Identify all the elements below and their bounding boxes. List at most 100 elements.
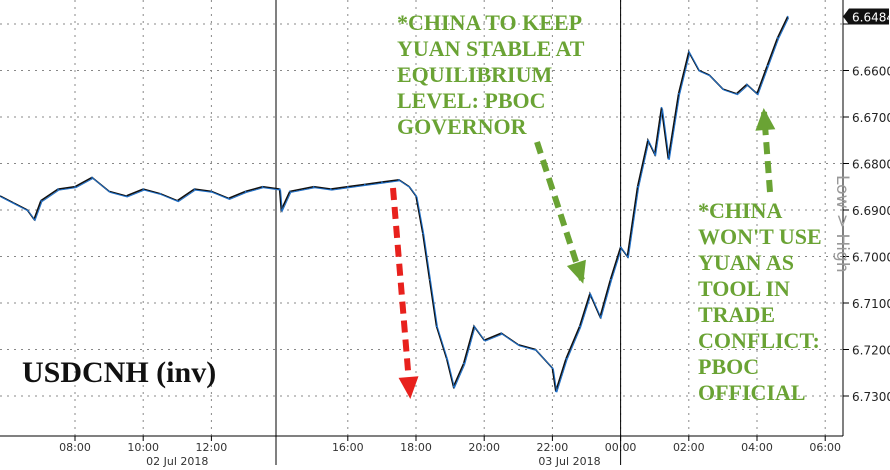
data-point bbox=[445, 358, 448, 360]
data-point bbox=[415, 195, 417, 197]
data-point bbox=[745, 83, 748, 86]
last-value-badge bbox=[843, 8, 889, 25]
data-point bbox=[278, 188, 281, 190]
data-point bbox=[688, 51, 690, 53]
data-point bbox=[578, 325, 581, 328]
data-point bbox=[462, 362, 465, 365]
date-label: 02 Jul 2018 bbox=[146, 455, 208, 468]
chart-title: USDCNH (inv) bbox=[22, 356, 217, 389]
data-point bbox=[347, 185, 349, 188]
data-point bbox=[57, 188, 59, 190]
data-point bbox=[280, 209, 283, 211]
data-point bbox=[428, 278, 431, 281]
price-line-dark bbox=[0, 16, 789, 392]
data-point bbox=[766, 65, 769, 67]
data-point bbox=[517, 344, 520, 346]
x-tick-label: 12:00 bbox=[196, 441, 228, 454]
red-arrow-head bbox=[398, 376, 419, 399]
data-point bbox=[408, 185, 410, 188]
data-point bbox=[435, 325, 438, 328]
data-point bbox=[40, 199, 42, 202]
data-point bbox=[619, 246, 622, 248]
data-point bbox=[708, 74, 711, 76]
x-tick-label: 04:00 bbox=[741, 441, 773, 454]
green-arrow-official-head bbox=[755, 108, 776, 131]
data-point bbox=[381, 181, 383, 183]
x-tick-label: 06:00 bbox=[809, 441, 841, 454]
data-point bbox=[452, 385, 455, 388]
annotation-pboc-governor: *CHINA TO KEEP YUAN STABLE AT EQUILIBRIU… bbox=[397, 10, 585, 139]
data-point bbox=[647, 139, 649, 142]
data-point bbox=[636, 185, 639, 188]
data-point bbox=[735, 92, 738, 95]
y-axis-label: Low > High bbox=[832, 175, 852, 273]
data-point bbox=[722, 88, 724, 90]
data-point bbox=[555, 390, 557, 393]
y-tick-label: 6.6700 bbox=[852, 111, 890, 125]
data-point bbox=[422, 232, 424, 235]
data-point bbox=[108, 190, 110, 193]
green-arrow-governor-head bbox=[566, 259, 586, 284]
x-tick-label: 22:00 bbox=[537, 441, 569, 454]
data-point bbox=[125, 195, 127, 197]
data-point bbox=[677, 92, 680, 95]
data-point bbox=[565, 358, 567, 360]
data-point bbox=[176, 199, 179, 202]
data-point bbox=[483, 339, 486, 342]
x-tick-label: 02:00 bbox=[673, 441, 705, 454]
y-tick-label: 6.7100 bbox=[852, 297, 890, 311]
data-point bbox=[660, 106, 663, 109]
data-point bbox=[261, 185, 264, 188]
data-point bbox=[142, 188, 144, 190]
data-point bbox=[473, 325, 475, 328]
data-point bbox=[312, 185, 315, 188]
data-point bbox=[776, 37, 779, 39]
y-tick-label: 6.6800 bbox=[852, 158, 890, 172]
data-point bbox=[244, 190, 247, 193]
y-tick-label: 6.7300 bbox=[852, 390, 890, 404]
x-tick-label: 10:00 bbox=[127, 441, 159, 454]
data-point bbox=[159, 192, 162, 195]
x-tick-label: 08:00 bbox=[59, 441, 91, 454]
y-tick-label: 6.6600 bbox=[852, 65, 890, 79]
annotation-pboc-official: *CHINA WON'T USE YUAN AS TOOL IN TRADE C… bbox=[698, 198, 822, 405]
data-point bbox=[74, 185, 76, 188]
x-tick-label: 20:00 bbox=[468, 441, 500, 454]
data-point bbox=[33, 218, 35, 221]
price-line bbox=[0, 17, 790, 393]
data-point bbox=[364, 183, 366, 186]
data-point bbox=[589, 292, 591, 295]
last-value-label: 6.6484 bbox=[852, 11, 890, 25]
data-point bbox=[786, 15, 789, 18]
data-point bbox=[0, 195, 1, 197]
red-arrow bbox=[390, 187, 413, 396]
data-point bbox=[26, 209, 29, 211]
data-point bbox=[398, 178, 400, 181]
data-point bbox=[609, 278, 612, 281]
data-point bbox=[756, 92, 758, 95]
data-point bbox=[599, 316, 601, 318]
data-point bbox=[210, 190, 213, 193]
y-tick-label: 6.6900 bbox=[852, 204, 890, 218]
x-tick-label: 16:00 bbox=[332, 441, 364, 454]
data-point bbox=[551, 367, 554, 369]
data-point bbox=[227, 197, 230, 200]
data-point bbox=[626, 255, 629, 258]
data-point bbox=[12, 202, 15, 204]
data-point bbox=[289, 190, 291, 193]
data-point bbox=[91, 176, 93, 179]
data-point bbox=[653, 153, 656, 155]
data-point bbox=[667, 158, 670, 160]
y-tick-label: 6.7200 bbox=[852, 344, 890, 358]
data-point bbox=[329, 188, 332, 190]
data-point bbox=[534, 348, 537, 351]
y-tick-label: 6.7000 bbox=[852, 251, 890, 265]
date-label: 03 Jul 2018 bbox=[538, 455, 600, 468]
green-arrow-governor bbox=[534, 141, 585, 281]
x-tick-label: 18:00 bbox=[400, 441, 432, 454]
data-point bbox=[193, 188, 196, 190]
data-point bbox=[698, 69, 700, 72]
data-point bbox=[500, 332, 503, 335]
